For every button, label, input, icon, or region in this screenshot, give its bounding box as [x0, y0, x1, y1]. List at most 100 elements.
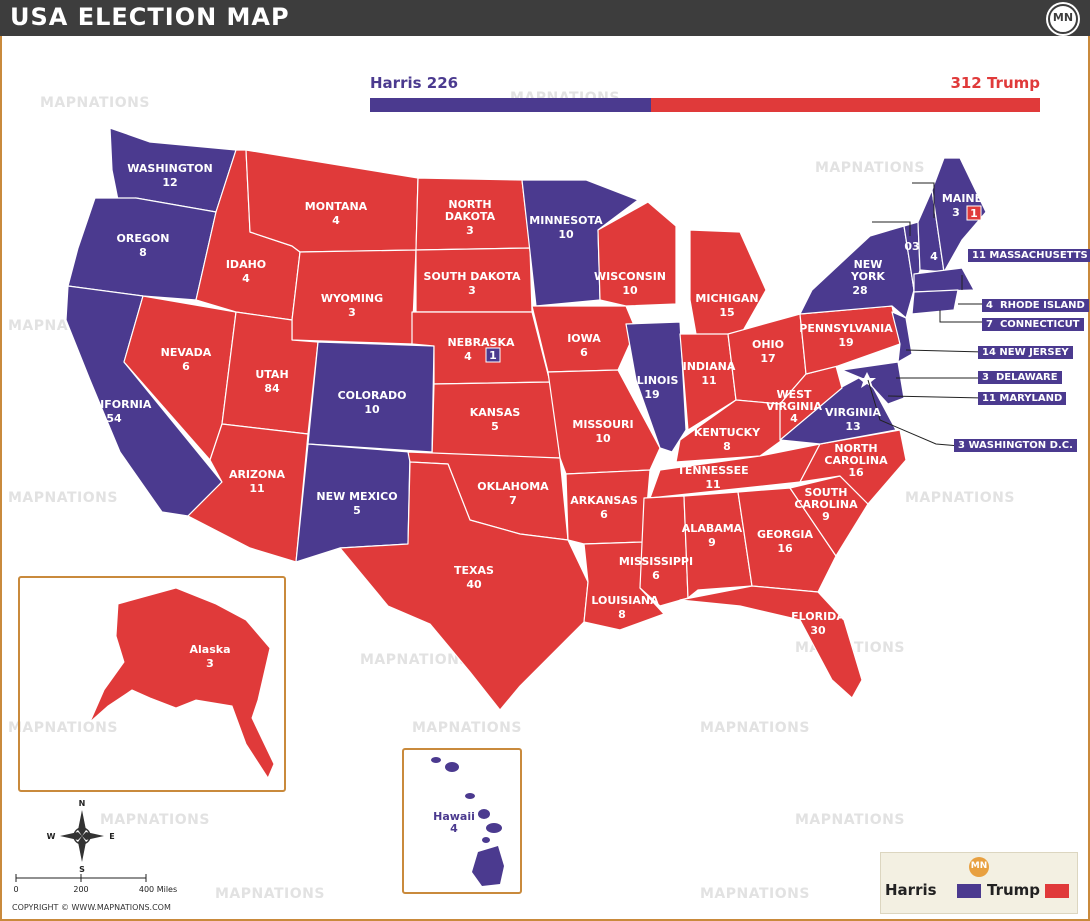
- label-colorado: COLORADO: [338, 389, 407, 402]
- state-georgia[interactable]: [737, 487, 837, 593]
- ev-montana: 4: [332, 214, 340, 227]
- state-massachusetts[interactable]: [913, 267, 975, 293]
- callout-washington-dc: 3 WASHINGTON D.C.: [954, 439, 1077, 452]
- ev-kentucky: 8: [723, 440, 731, 453]
- logo-text: MN: [1052, 11, 1074, 24]
- compass-s: S: [79, 865, 85, 874]
- state-oregon[interactable]: [67, 197, 217, 301]
- callout-name: WASHINGTON D.C.: [968, 440, 1073, 451]
- watermark: MAPNATIONS: [8, 490, 118, 506]
- watermark: MAPNATIONS: [100, 812, 210, 828]
- legend: MN Harris Trump: [880, 852, 1078, 914]
- label-pennsylvania: PENNSYLVANIA: [799, 322, 893, 335]
- mapnations-logo: MN: [1048, 4, 1078, 34]
- label-hawaii: Hawaii: [433, 810, 475, 823]
- label-tennessee: TENNESSEE: [677, 464, 748, 477]
- ev-vermont: 03: [904, 240, 919, 253]
- callout-line: [867, 379, 961, 447]
- state-connecticut-ri[interactable]: [911, 289, 959, 315]
- ev-arizona: 11: [249, 482, 264, 495]
- label-texas: TEXAS: [454, 564, 494, 577]
- ev-louisiana: 8: [618, 608, 626, 621]
- label-north-carolina-2: CAROLINA: [824, 454, 888, 467]
- ev-missouri: 10: [595, 432, 611, 445]
- scale-tick-0: 0: [13, 885, 18, 894]
- harris-total-label: Harris 226: [370, 74, 459, 92]
- watermark: MAPNATIONS: [795, 812, 905, 828]
- callout-name: MASSACHUSETTS: [989, 250, 1088, 261]
- callout-name: RHODE ISLAND: [999, 300, 1085, 311]
- state-alaska[interactable]: [89, 587, 275, 780]
- trump-total-label: 312 Trump: [950, 74, 1040, 92]
- state-arizona[interactable]: [187, 423, 309, 563]
- state-mississippi[interactable]: [639, 495, 689, 607]
- watermark: MAPNATIONS: [815, 160, 925, 176]
- label-michigan: MICHIGAN: [695, 292, 758, 305]
- state-illinois[interactable]: [625, 321, 687, 453]
- ev-michigan: 15: [719, 306, 734, 319]
- watermark: MAPNATIONS: [8, 720, 118, 736]
- state-hawaii[interactable]: [431, 757, 504, 886]
- state-new-york[interactable]: [799, 225, 915, 319]
- legend-trump-label: Trump: [987, 881, 1041, 899]
- ev-kansas: 5: [491, 420, 499, 433]
- ev-alaska: 3: [206, 657, 214, 670]
- ev-illinois: 19: [644, 388, 659, 401]
- callout-name: DELAWARE: [995, 372, 1058, 383]
- label-north-dakota: NORTH: [448, 198, 491, 211]
- label-west-virginia-2: VIRGINIA: [766, 400, 822, 413]
- label-south-carolina-2: CAROLINA: [794, 498, 858, 511]
- watermark: MAPNATIONS: [215, 886, 325, 902]
- ev-mississippi: 6: [652, 569, 660, 582]
- watermark: MAPNATIONS: [700, 720, 810, 736]
- state-west-virginia[interactable]: [779, 365, 843, 441]
- label-utah: UTAH: [255, 368, 288, 381]
- callout-connecticut: 7 CONNECTICUT: [982, 318, 1084, 331]
- label-south-dakota: SOUTH DAKOTA: [424, 270, 521, 283]
- state-wisconsin[interactable]: [597, 201, 677, 307]
- electoral-vote-tally: Harris 226 312 Trump: [370, 74, 1040, 114]
- callout-name: CONNECTICUT: [999, 319, 1080, 330]
- label-kansas: KANSAS: [470, 406, 521, 419]
- state-florida[interactable]: [679, 585, 863, 699]
- ev-hawaii: 4: [450, 822, 458, 835]
- callout-new-jersey: 14 NEW JERSEY: [978, 346, 1073, 359]
- label-kentucky: KENTUCKY: [694, 426, 761, 439]
- ev-arkansas: 6: [600, 508, 608, 521]
- maine-split-badge: [966, 205, 982, 221]
- label-south-carolina: SOUTH: [805, 486, 848, 499]
- ev-pennsylvania: 19: [838, 336, 853, 349]
- label-alaska: Alaska: [190, 643, 231, 656]
- state-iowa[interactable]: [531, 305, 637, 373]
- label-west-virginia: WEST: [776, 388, 812, 401]
- label-north-dakota-2: DAKOTA: [445, 210, 496, 223]
- compass-e: E: [109, 832, 114, 841]
- state-alabama[interactable]: [683, 491, 753, 599]
- scale-tick-400: 400 Miles: [139, 885, 177, 894]
- label-indiana: INDIANA: [683, 360, 736, 373]
- ev-iowa: 6: [580, 346, 588, 359]
- ev-florida: 30: [810, 624, 826, 637]
- state-michigan[interactable]: [689, 229, 767, 337]
- callout-line: [872, 221, 911, 236]
- state-new-jersey[interactable]: [891, 311, 913, 363]
- compass-rose-icon: N S W E: [47, 799, 115, 874]
- ev-indiana: 11: [701, 374, 716, 387]
- state-wyoming[interactable]: [291, 249, 417, 345]
- alaska-inset: [18, 576, 286, 792]
- legend-harris-label: Harris: [885, 881, 937, 899]
- legend-logo: MN: [969, 857, 989, 877]
- state-texas[interactable]: [339, 461, 589, 711]
- state-arkansas[interactable]: [565, 469, 651, 545]
- ev-nevada: 6: [182, 360, 190, 373]
- callout-ev: 14: [982, 347, 996, 358]
- legend-trump-swatch: [1045, 884, 1069, 898]
- ev-south-dakota: 3: [468, 284, 476, 297]
- ev-idaho: 4: [242, 272, 250, 285]
- watermark: MAPNATIONS: [360, 652, 470, 668]
- callout-delaware: 3 DELAWARE: [978, 371, 1062, 384]
- maine-split-ev: 1: [970, 207, 978, 220]
- ev-nebraska: 4: [464, 350, 472, 363]
- callout-name: MARYLAND: [999, 393, 1063, 404]
